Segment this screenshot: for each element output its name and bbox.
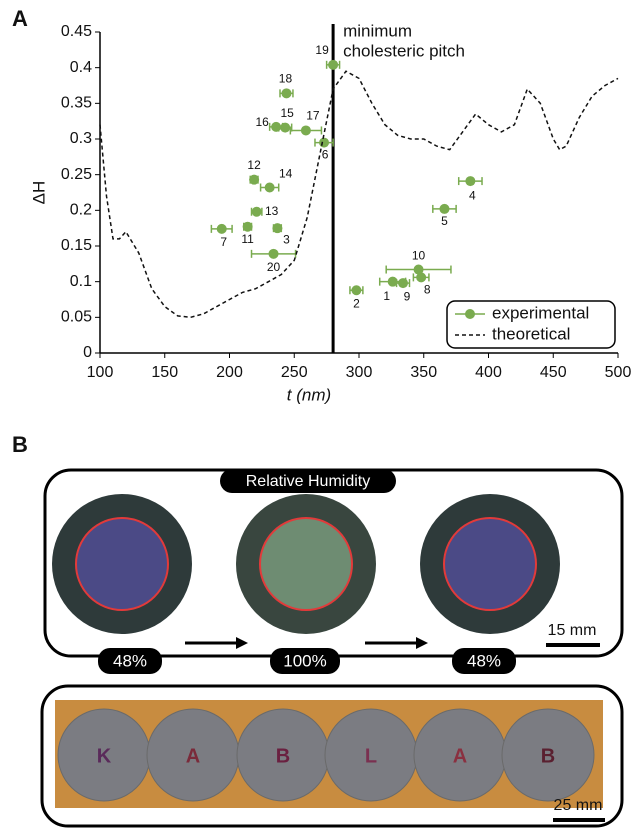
x-tick-label: 250 [281,364,308,381]
y-tick-label: 0.15 [61,237,92,254]
point-label: 16 [255,115,269,129]
label-pill [270,648,340,674]
x-tick-label: 350 [410,364,437,381]
x-tick-label: 400 [475,364,502,381]
data-point [319,137,330,148]
data-point [351,285,362,296]
point-label: 11 [241,232,254,246]
humidity-panel: Relative Humidity 48% 100% 48% 15 mm [43,468,624,674]
label-pill [452,648,516,674]
letter: B [541,745,555,767]
point-label: 5 [441,214,448,228]
y-tick-label: 0.05 [61,309,92,326]
data-point [387,276,398,287]
data-point [251,206,262,217]
data-point [281,88,292,99]
theoretical-line [99,70,619,319]
point-label: 19 [315,43,329,57]
y-tick-label: 0.3 [70,130,92,147]
y-tick-label: 0 [83,344,92,361]
letters-panel: K A B L A B 25 mm [40,684,624,828]
point-label: 18 [279,72,293,86]
point-label: 4 [469,188,476,202]
data-point [268,248,279,259]
frame [40,684,624,828]
letter: A [453,745,467,767]
sample-film [75,517,169,611]
data-point [249,174,260,185]
y-tick-label: 0.1 [70,273,92,290]
letter-disc [501,708,595,802]
chart: 0 0.05 0.1 0.15 0.2 0.25 0.3 0.35 0.4 0.45 100 150 2… [29,21,631,404]
panel-label: B [12,432,28,457]
x-axis-label: t (nm) [287,385,331,404]
point-label: 6 [322,148,329,162]
point-label: 12 [247,158,261,172]
data-point [398,278,409,289]
x-tick-label: 100 [87,364,114,381]
x-tick-label: 450 [540,364,567,381]
y-tick-label: 0.2 [70,202,92,219]
point-label: 2 [353,296,360,310]
y-tick-label: 0.4 [70,59,92,76]
point-label: 14 [279,167,293,181]
title-pill [220,469,396,493]
x-tick-label: 200 [216,364,243,381]
data-point [465,176,476,187]
x-tick-label: 500 [605,364,632,381]
data-point [416,272,427,283]
letter: A [186,745,200,767]
y-tick-label: 0.35 [61,95,92,112]
legend-label: theoretical [492,324,570,343]
annotation-text: minimum [343,21,412,40]
letter: L [365,745,377,767]
data-point [328,59,339,70]
x-tick-label: 150 [151,364,178,381]
data-point [413,264,424,275]
letter: B [276,745,290,767]
box-title: Relative Humidity [246,473,370,490]
point-label: 13 [265,204,279,218]
label-pill [98,648,162,674]
data-point [271,121,282,132]
point-label: 3 [283,232,290,246]
humidity-label: 48% [113,651,147,670]
point-label: 15 [281,106,295,120]
point-label: 20 [267,260,281,274]
sample-film [443,517,537,611]
legend-swatch [465,309,475,319]
panel-label: A [12,6,28,31]
point-label: 8 [424,283,431,297]
humidity-label: 100% [283,651,326,670]
y-axis-label: ΔH [29,181,48,205]
data-point [439,203,450,214]
humidity-label: 48% [467,651,501,670]
letter: K [97,745,112,767]
point-label: 10 [412,249,426,263]
data-point [242,221,253,232]
legend-box [446,300,616,349]
y-tick-label: 0.45 [61,23,92,40]
data-point [216,223,227,234]
point-label: 7 [220,235,227,249]
data-point [264,182,275,193]
scale-label: 15 mm [548,622,597,639]
point-label: 1 [383,289,390,303]
point-label: 17 [306,109,320,123]
x-tick-label: 300 [346,364,373,381]
scale-label: 25 mm [554,797,603,814]
legend-label: experimental [492,303,589,322]
data-point [300,125,311,136]
sample-film [259,517,353,611]
point-label: 9 [404,289,411,303]
data-point [272,223,283,234]
y-tick-label: 0.25 [61,166,92,183]
annotation-text: cholesteric pitch [343,41,465,60]
